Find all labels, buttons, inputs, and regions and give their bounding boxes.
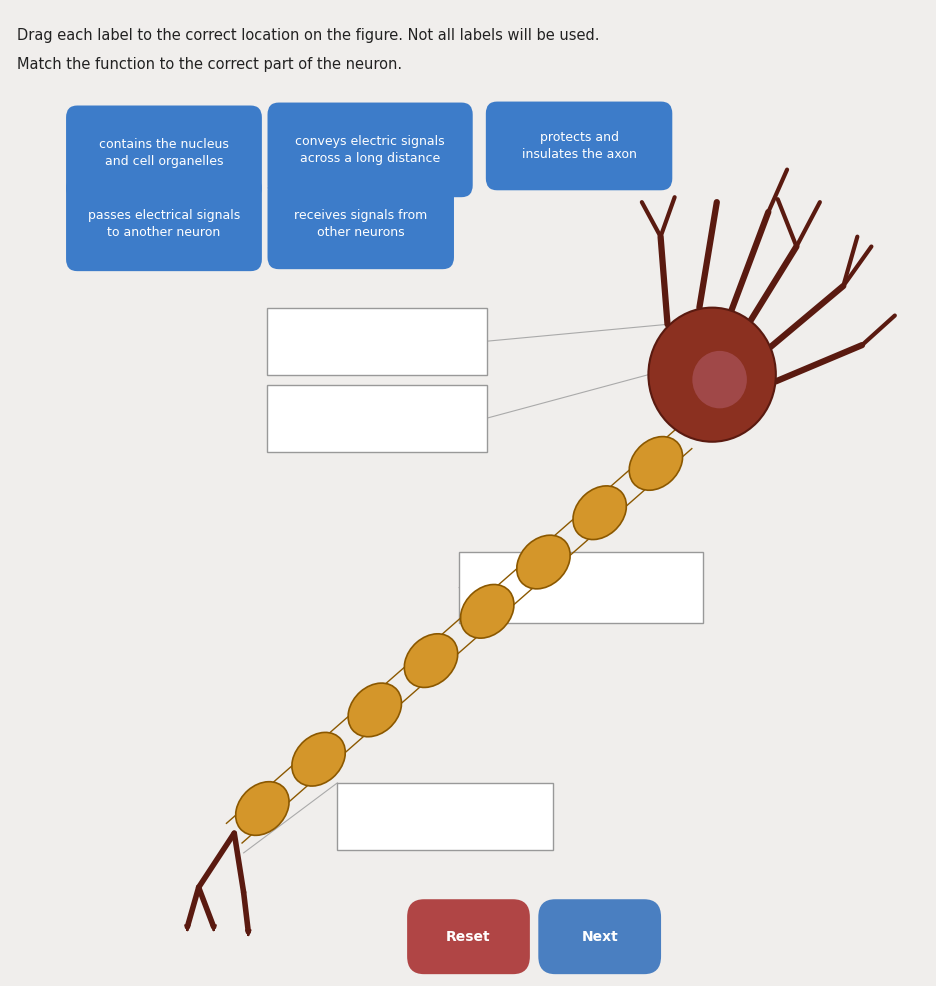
Text: Reset: Reset (446, 930, 490, 944)
FancyBboxPatch shape (406, 899, 530, 974)
Text: Match the function to the correct part of the neuron.: Match the function to the correct part o… (17, 57, 402, 72)
Ellipse shape (461, 585, 513, 638)
FancyBboxPatch shape (66, 176, 261, 271)
FancyBboxPatch shape (537, 899, 661, 974)
Text: protects and
insulates the axon: protects and insulates the axon (521, 131, 636, 161)
FancyBboxPatch shape (459, 552, 702, 623)
Text: contains the nucleus
and cell organelles: contains the nucleus and cell organelles (99, 138, 228, 168)
Text: receives signals from
other neurons: receives signals from other neurons (294, 209, 427, 239)
Circle shape (691, 350, 747, 409)
Ellipse shape (629, 437, 681, 490)
FancyBboxPatch shape (268, 178, 453, 269)
FancyBboxPatch shape (267, 385, 487, 452)
Text: Next: Next (580, 930, 618, 944)
Circle shape (648, 308, 775, 442)
Ellipse shape (236, 782, 288, 835)
Ellipse shape (517, 535, 569, 589)
Text: Drag each label to the correct location on the figure. Not all labels will be us: Drag each label to the correct location … (17, 28, 599, 42)
FancyBboxPatch shape (267, 308, 487, 375)
Ellipse shape (404, 634, 457, 687)
Ellipse shape (348, 683, 401, 737)
Ellipse shape (292, 733, 344, 786)
Ellipse shape (573, 486, 625, 539)
Text: conveys electric signals
across a long distance: conveys electric signals across a long d… (295, 135, 445, 165)
FancyBboxPatch shape (485, 102, 671, 190)
FancyBboxPatch shape (337, 783, 552, 850)
FancyBboxPatch shape (66, 106, 261, 200)
Text: passes electrical signals
to another neuron: passes electrical signals to another neu… (88, 209, 240, 239)
FancyBboxPatch shape (268, 103, 472, 197)
